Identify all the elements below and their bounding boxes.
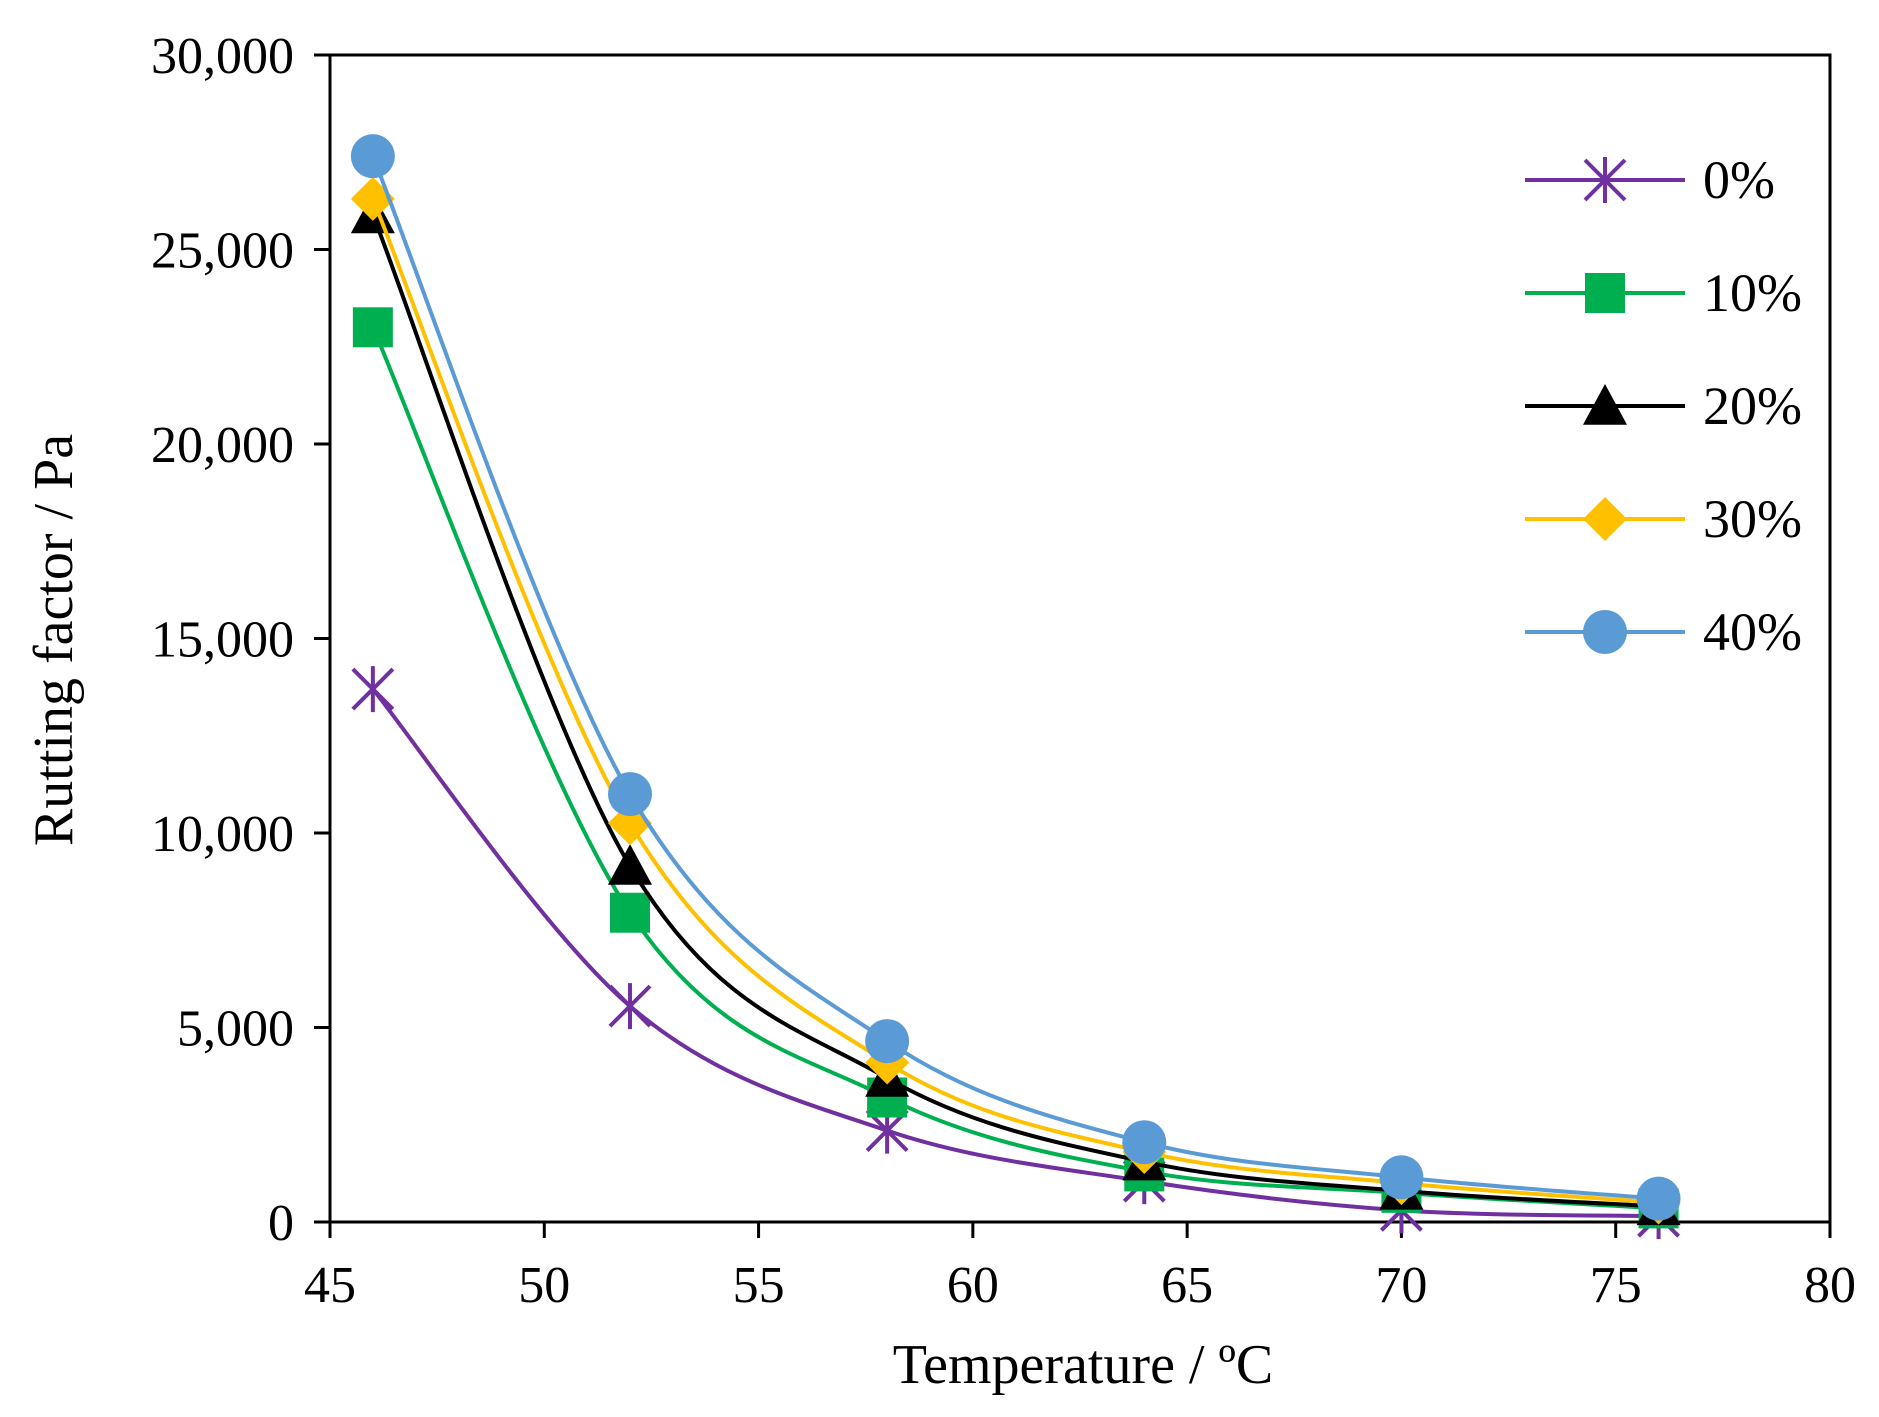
y-tick-label: 15,000 <box>151 612 294 669</box>
y-tick-label: 5,000 <box>177 1001 294 1058</box>
legend-item-30pct: 30% <box>1525 489 1802 549</box>
legend-marker-20pct <box>1583 384 1627 425</box>
y-tick-label: 0 <box>268 1195 294 1252</box>
x-tick-label: 55 <box>733 1257 785 1314</box>
x-tick-label: 45 <box>304 1257 356 1314</box>
legend-item-40pct: 40% <box>1525 602 1802 662</box>
legend-marker-10pct <box>1585 273 1625 313</box>
legend-label-10pct: 10% <box>1703 263 1802 323</box>
data-point-40pct <box>350 134 395 179</box>
series-line-0pct <box>371 687 1659 1219</box>
data-point-0pct <box>351 666 395 713</box>
data-point-10pct <box>610 892 650 933</box>
series-group <box>350 134 1681 1240</box>
legend-marker-0pct <box>1583 157 1627 203</box>
legend-label-0pct: 0% <box>1703 150 1775 210</box>
legend-marker-30pct <box>1583 497 1627 541</box>
y-tick-label: 30,000 <box>151 28 294 85</box>
x-tick-label: 65 <box>1161 1257 1213 1314</box>
data-point-20pct <box>608 844 652 885</box>
data-point-0pct <box>608 983 652 1030</box>
x-axis-title: Temperature / ºC <box>893 1334 1273 1396</box>
legend-label-30pct: 30% <box>1703 489 1802 549</box>
legend-marker-40pct <box>1583 610 1627 654</box>
y-tick-label: 20,000 <box>151 417 294 474</box>
data-point-40pct <box>865 1019 910 1064</box>
legend-item-20pct: 20% <box>1525 376 1802 436</box>
y-tick-label: 10,000 <box>151 806 294 863</box>
legend-label-20pct: 20% <box>1703 376 1802 436</box>
legend-item-10pct: 10% <box>1525 263 1802 323</box>
data-point-40pct <box>1636 1176 1681 1221</box>
data-point-40pct <box>608 772 652 817</box>
x-tick-label: 75 <box>1590 1257 1642 1314</box>
x-tick-label: 70 <box>1375 1257 1427 1314</box>
y-tick-label: 25,000 <box>151 223 294 280</box>
legend-item-0pct: 0% <box>1525 150 1775 210</box>
data-point-10pct <box>352 307 393 348</box>
y-axis-title: Rutting factor / Pa <box>23 434 85 846</box>
data-point-40pct <box>1122 1120 1167 1165</box>
data-point-40pct <box>1379 1155 1424 1200</box>
axes-group: 0 5,000 10,000 15,000 20,000 25,000 30,000 45 50… <box>151 28 1856 1314</box>
series-40pct <box>350 134 1681 1221</box>
legend: 0% 10% 20% 30% 40% <box>1525 150 1802 662</box>
x-tick-label: 50 <box>518 1257 570 1314</box>
x-tick-label: 60 <box>947 1257 999 1314</box>
x-tick-label: 80 <box>1804 1257 1856 1314</box>
legend-label-40pct: 40% <box>1703 602 1802 662</box>
